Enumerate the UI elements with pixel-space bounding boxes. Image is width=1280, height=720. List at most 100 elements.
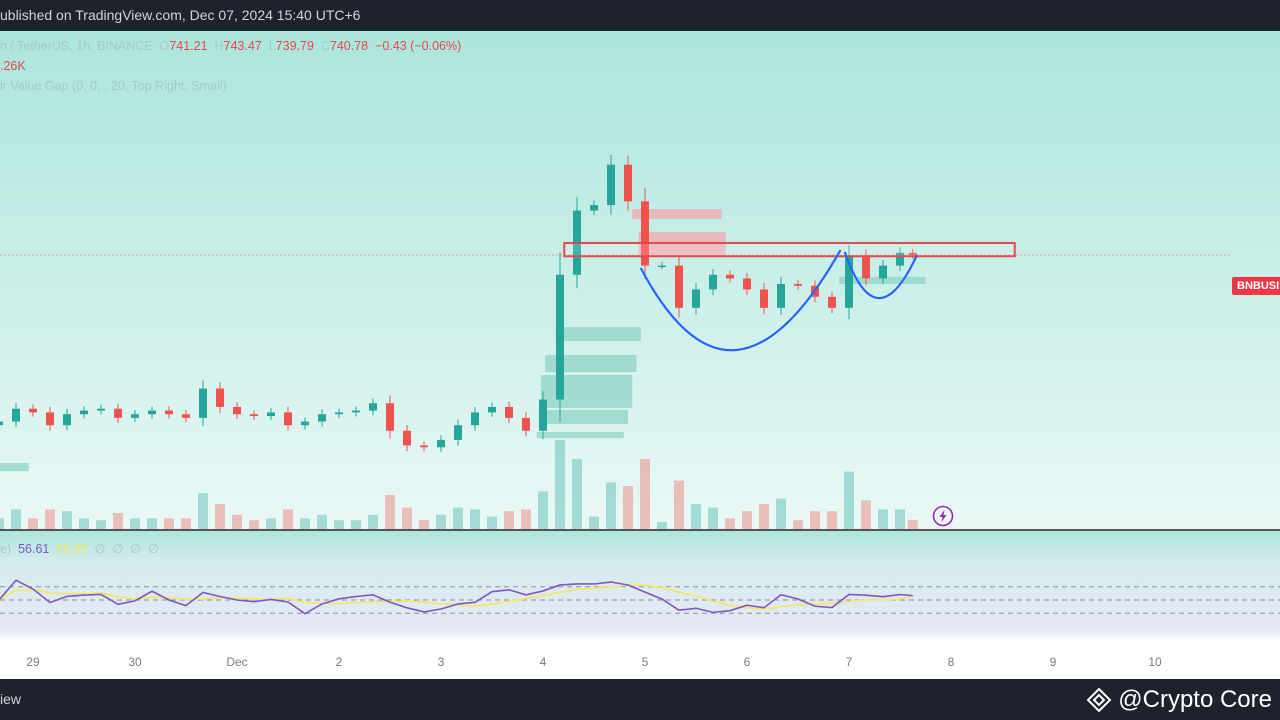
fvg-indicator-legend[interactable]: ir Value Gap (0, 0, , 20, Top Right, Sma… [0, 79, 227, 93]
volume-bar [572, 459, 582, 530]
candle-body [454, 425, 462, 440]
price-pane[interactable]: n / TetherUS, 1h, BINANCE O741.21 H743.4… [0, 31, 1280, 530]
volume-bar [742, 511, 752, 530]
volume-bar [368, 514, 378, 530]
binance-diamond-icon [1086, 687, 1112, 712]
cup-curve [639, 249, 842, 352]
candle-body [335, 412, 343, 415]
volume-bar [351, 520, 361, 530]
candle-body [301, 421, 309, 426]
volume-bar [504, 511, 514, 530]
symbol-legend: n / TetherUS, 1h, BINANCE O741.21 H743.4… [0, 39, 461, 53]
candle-body [420, 445, 428, 448]
volume-bar [657, 522, 667, 530]
bullish-fvg-box [536, 432, 624, 439]
candle-body [556, 274, 564, 400]
candle-body [352, 410, 360, 413]
high-label: H [214, 39, 224, 53]
volume-bar [907, 519, 918, 530]
candle-body [908, 252, 917, 255]
handle-curve [843, 251, 918, 300]
volume-bar [266, 518, 276, 530]
candle-body [879, 265, 887, 279]
candle-body [692, 289, 700, 308]
x-tick-label: 10 [1148, 655, 1162, 669]
candle-body [777, 283, 785, 308]
symbol-info: n / TetherUS, 1h, BINANCE [0, 39, 153, 53]
candle-body [267, 412, 275, 417]
volume-bar [487, 516, 497, 530]
lightning-icon[interactable] [932, 505, 954, 527]
volume-bar [317, 514, 327, 530]
open-label: O [159, 39, 170, 53]
candle-body [63, 414, 71, 426]
candle-body [828, 296, 836, 308]
x-tick-label: 8 [947, 655, 955, 669]
volume-bar [640, 459, 650, 530]
volume-bar [79, 518, 89, 530]
low-value: 739.79 [275, 39, 314, 53]
candle-body [0, 421, 3, 426]
pane-separator[interactable] [0, 529, 1280, 531]
candle-body [386, 403, 394, 431]
rsi-empty-2: ∅ [112, 542, 124, 556]
candle-body [641, 201, 649, 266]
bullish-fvg-box [0, 463, 29, 472]
bottom-bar: iew @Crypto Core [0, 679, 1280, 720]
volume-bar [623, 486, 633, 530]
candle-body [743, 278, 751, 290]
volume-bar [385, 495, 395, 530]
volume-bar [45, 509, 55, 530]
candle-body [97, 408, 105, 411]
candle-body [896, 252, 904, 266]
resistance-zone [563, 242, 1016, 258]
rsi-value: 56.61 [18, 542, 50, 556]
candle-body [726, 274, 734, 279]
candle-body [46, 412, 54, 426]
change-value: −0.43 (−0.06%) [375, 39, 462, 53]
volume-bar [725, 518, 735, 530]
last-price-label: BNBUSI [1232, 277, 1280, 295]
candle-body [233, 406, 241, 415]
candle-body [709, 274, 717, 290]
candle-body [318, 414, 326, 422]
candle-body [794, 283, 802, 286]
price-chart[interactable] [0, 31, 1280, 530]
candle-body [539, 399, 547, 431]
candle-body [403, 430, 411, 446]
watermark-text: @Crypto Core [1118, 686, 1272, 713]
candle-body [760, 289, 768, 308]
candle-body [182, 414, 190, 418]
volume-bar [844, 471, 854, 530]
candle-body [80, 410, 88, 415]
time-axis[interactable]: 29 30 Dec 2 3 4 5 6 7 8 9 10 [0, 641, 1280, 679]
rsi-empty-4: ∅ [148, 542, 159, 556]
rsi-pane[interactable]: e) 56.61 55.68 ∅ ∅ ∅ ∅ [0, 531, 1280, 641]
rsi-name: e) [0, 542, 12, 556]
bullish-fvg-box [839, 276, 926, 284]
volume-bar [28, 518, 38, 530]
rsi-empty-3: ∅ [130, 542, 142, 556]
volume-bar [181, 518, 191, 530]
volume-bar [130, 518, 140, 530]
x-tick-label: 29 [26, 655, 40, 669]
volume-bar [147, 518, 157, 530]
volume-bar [606, 482, 616, 530]
candle-body [250, 414, 258, 417]
volume-bar [589, 516, 599, 530]
candle-body [369, 403, 377, 411]
rsi-empty-1: ∅ [94, 542, 106, 556]
rsi-legend: e) 56.61 55.68 ∅ ∅ ∅ ∅ [0, 541, 159, 556]
bullish-fvg-box [545, 354, 637, 373]
volume-bar [674, 480, 684, 530]
candle-body [165, 410, 173, 415]
bearish-fvg-box [632, 209, 722, 219]
published-text: ublished on TradingView.com, Dec 07, 202… [0, 7, 361, 23]
x-tick-label: 3 [437, 655, 445, 669]
candle-body [29, 408, 37, 413]
low-label: L [268, 39, 276, 53]
x-tick-label: 30 [128, 655, 142, 669]
bullish-fvg-box [538, 410, 628, 424]
volume-bar [232, 514, 242, 530]
rsi-line [0, 579, 913, 615]
